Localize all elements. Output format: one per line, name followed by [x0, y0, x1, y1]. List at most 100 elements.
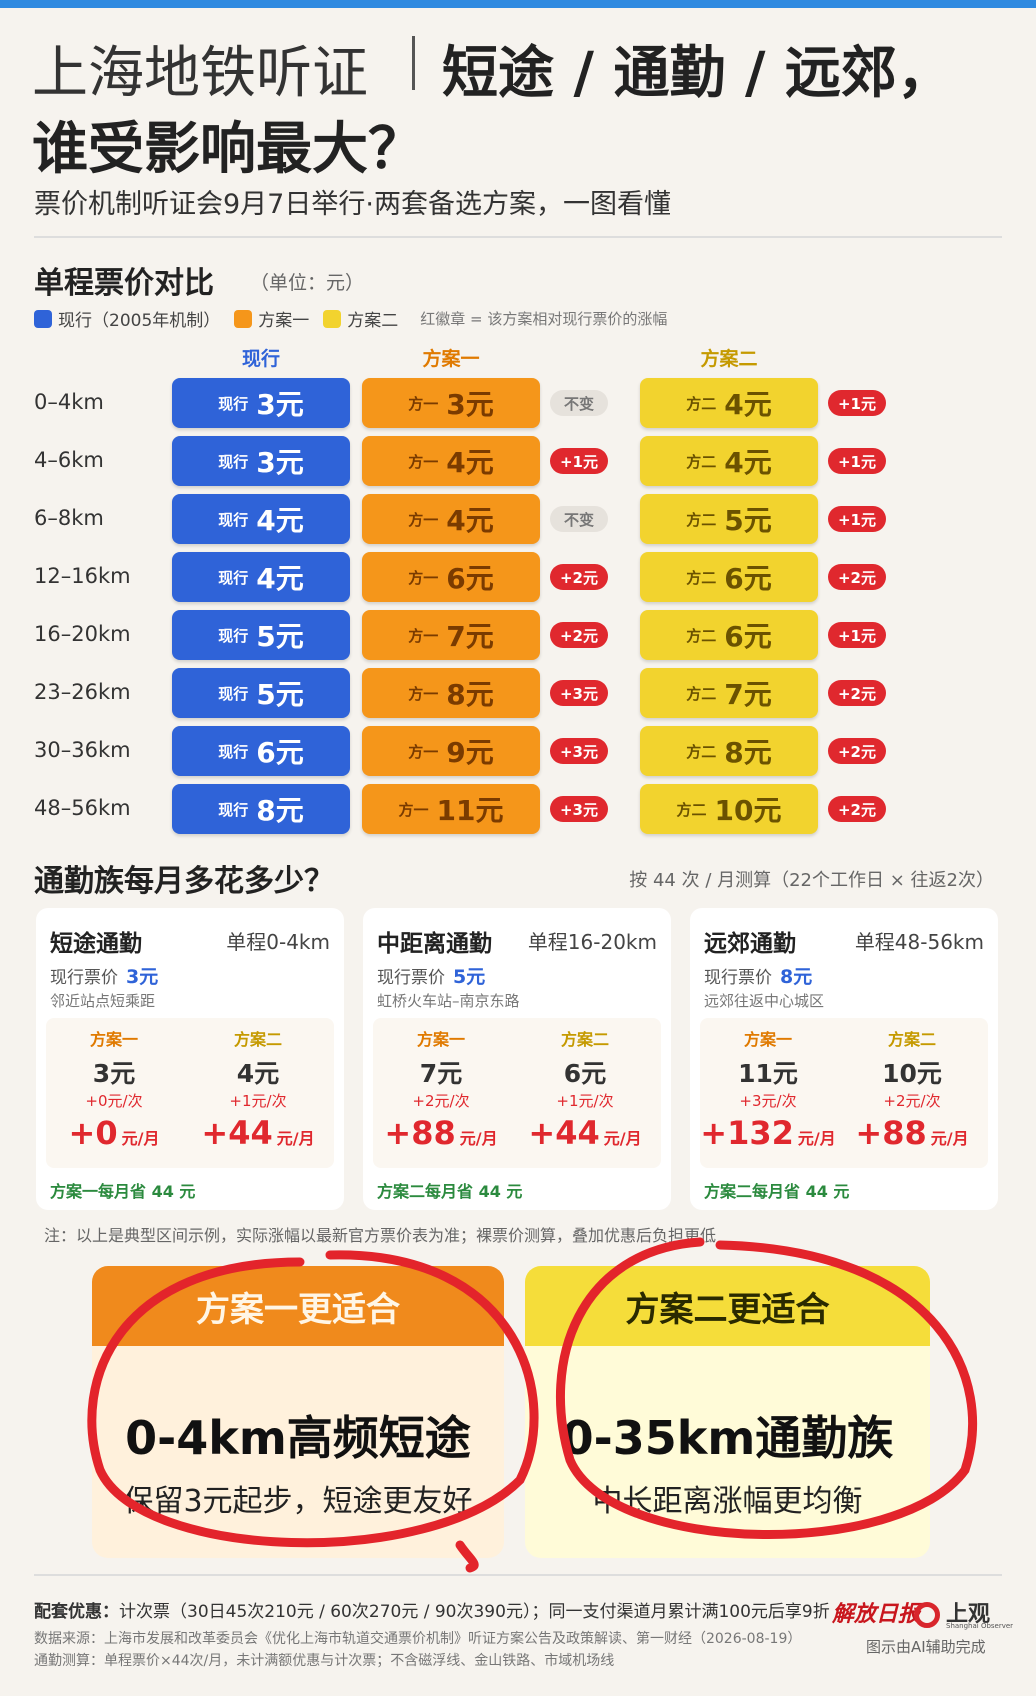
- plan-box: 方案一 11元 +3元/次 +132 元/月 方案二 10元 +2元/次 +88 元/月: [700, 1018, 988, 1168]
- monthly: +44 元/月: [517, 1114, 653, 1152]
- current-price: 3元: [126, 966, 159, 988]
- change-badge: +1元: [828, 622, 886, 648]
- title-separator: [412, 36, 415, 90]
- change-badge: +3元: [550, 738, 608, 764]
- legend-label: 方案一: [258, 311, 310, 331]
- fare-cell: 方二 8元: [640, 726, 818, 776]
- fare-cell: 方一 7元: [362, 610, 540, 660]
- distance-label: 23–26km: [34, 680, 131, 704]
- fare-price: 6元: [724, 562, 772, 595]
- title-bold: 短途 / 通勤 / 远郊，: [442, 41, 953, 106]
- fare-cell: 方二 7元: [640, 668, 818, 718]
- fare-prefix: 现行: [218, 684, 249, 703]
- legend-swatch: [323, 309, 342, 328]
- monthly: +44 元/月: [190, 1114, 326, 1152]
- fare-cell: 现行 3元: [172, 378, 350, 428]
- fare-prefix: 方一: [408, 510, 439, 529]
- title-light: 上海地铁听证: [32, 41, 368, 106]
- fare-price: 3元: [446, 388, 494, 421]
- card-name: 中距离通勤: [377, 931, 492, 957]
- legend-note: 红徽章 = 该方案相对现行票价的涨幅: [420, 310, 668, 328]
- per-trip: +1元/次: [556, 1092, 614, 1110]
- change-badge: +1元: [828, 390, 886, 416]
- fare-price: 4元: [724, 446, 772, 479]
- monthly: +88 元/月: [373, 1114, 509, 1152]
- fare-price: 3元: [256, 446, 304, 479]
- legend-item: 方案一: [234, 306, 309, 331]
- rec-sub: 保留3元起步，短途更友好: [123, 1484, 473, 1519]
- recommendation: 方案二更适合 0-35km通勤族 中长距离涨幅更均衡: [525, 1266, 930, 1558]
- unit: （单位：元）: [250, 272, 365, 294]
- fare-cell: 方二 4元: [640, 436, 818, 486]
- current-fare: 现行票价 8元: [704, 962, 812, 989]
- fare-prefix: 方一: [408, 568, 439, 587]
- divider: [34, 236, 1002, 238]
- discount: 配套优惠：计次票（30日45次210元 / 60次270元 / 90次390元）…: [34, 1597, 830, 1622]
- fare-price: 9元: [446, 736, 494, 769]
- fare-cell: 方二 6元: [640, 552, 818, 602]
- subtitle: 票价机制听证会9月7日举行·两套备选方案，一图看懂: [34, 189, 671, 220]
- fare-price: 5元: [256, 678, 304, 711]
- legend-swatch: [234, 309, 253, 328]
- card-range: 单程48-56km: [854, 930, 984, 954]
- card-desc: 虹桥火车站–南京东路: [377, 992, 520, 1010]
- discount-label: 配套优惠：: [34, 1602, 119, 1622]
- fare-prefix: 方一: [408, 742, 439, 761]
- annotation-circle: [455, 1540, 479, 1573]
- change-badge: +2元: [828, 738, 886, 764]
- change-badge: +1元: [828, 448, 886, 474]
- plan-name: 方案二: [233, 1030, 282, 1049]
- fare-price: 6元: [256, 736, 304, 769]
- plan-name: 方案一: [89, 1030, 138, 1049]
- distance-label: 4–6km: [34, 448, 104, 472]
- monthly-unit: 元/月: [121, 1129, 160, 1148]
- plan-fare: 11元: [738, 1059, 798, 1088]
- legend-label: 方案二: [347, 311, 399, 331]
- fare-cell: 方一 11元: [362, 784, 540, 834]
- current-price: 5元: [453, 966, 486, 988]
- fare-cell: 方一 8元: [362, 668, 540, 718]
- fare-price: 5元: [724, 504, 772, 537]
- source: 数据来源：上海市发展和改革委员会《优化上海市轨道交通票价机制》听证方案公告及政策…: [34, 1631, 802, 1647]
- section-note: 按 44 次 / 月测算（22个工作日 × 往返2次）: [629, 870, 994, 891]
- distance-label: 16–20km: [34, 622, 131, 646]
- fare-prefix: 方二: [686, 568, 717, 587]
- fare-price: 3元: [256, 388, 304, 421]
- card-footer: 方案二每月省 44 元: [704, 1182, 850, 1201]
- fare-prefix: 现行: [218, 626, 249, 645]
- logo-mark: [914, 1602, 940, 1628]
- plan-name: 方案二: [560, 1030, 609, 1049]
- current-label: 现行票价: [704, 968, 772, 988]
- per-trip: +0元/次: [85, 1092, 143, 1110]
- plan-name: 方案二: [887, 1030, 936, 1049]
- distance-label: 48–56km: [34, 796, 131, 820]
- fare-cell: 方二 6元: [640, 610, 818, 660]
- logo-en: Shanghai Observer: [946, 1622, 1014, 1630]
- commute-card: 短途通勤 单程0-4km 现行票价 3元 邻近站点短乘距 方案一 3元 +0元/次 +0 元/月方…: [36, 908, 344, 1210]
- rec-heading: 方案一更适合: [92, 1266, 504, 1346]
- plan-fare: 3元: [92, 1059, 136, 1088]
- fare-prefix: 方一: [398, 800, 429, 819]
- fare-prefix: 现行: [218, 800, 249, 819]
- change-badge: +2元: [828, 796, 886, 822]
- fare-price: 4元: [446, 446, 494, 479]
- commute-card: 中距离通勤 单程16-20km 现行票价 5元 虹桥火车站–南京东路 方案一 7元 +2元/次…: [363, 908, 671, 1210]
- fare-cell: 现行 6元: [172, 726, 350, 776]
- fare-price: 4元: [446, 504, 494, 537]
- fare-cell: 方一 4元: [362, 436, 540, 486]
- current-fare: 现行票价 3元: [50, 962, 158, 989]
- fare-price: 4元: [724, 388, 772, 421]
- fare-cell: 方二 4元: [640, 378, 818, 428]
- fare-cell: 现行 3元: [172, 436, 350, 486]
- fare-cell: 方一 3元: [362, 378, 540, 428]
- section-title: 单程票价对比: [34, 266, 214, 301]
- fare-cell: 方一 6元: [362, 552, 540, 602]
- monthly: +0 元/月: [46, 1114, 182, 1152]
- fare-prefix: 现行: [218, 568, 249, 587]
- fare-prefix: 方二: [676, 800, 707, 819]
- fare-price: 8元: [446, 678, 494, 711]
- plan-fare: 6元: [563, 1059, 607, 1088]
- fare-cell: 现行 4元: [172, 494, 350, 544]
